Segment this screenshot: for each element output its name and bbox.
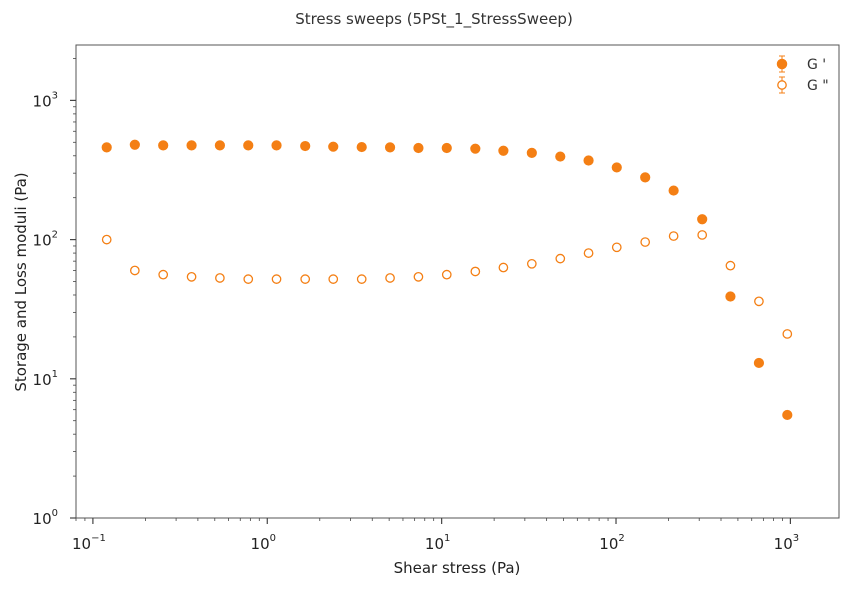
storage-modulus-point (356, 141, 367, 153)
x-tick-label-exponent: 0 (270, 533, 276, 544)
loss-modulus-point (555, 253, 566, 264)
y-tick-label: 100 (33, 508, 58, 528)
loss-modulus-point (611, 242, 622, 253)
storage-modulus-point (782, 409, 793, 421)
x-axis: 10−1 100 101 102 103 (72, 518, 799, 553)
y-tick-label-exponent: 2 (52, 230, 58, 241)
legend-marker-filled (776, 58, 788, 70)
loss-modulus-point (470, 266, 481, 277)
storage-modulus-point (271, 140, 282, 151)
loss-modulus-point (101, 234, 112, 245)
storage-modulus-point (158, 140, 169, 151)
y-tick-label-exponent: 3 (52, 90, 58, 101)
y-tick-label: 101 (33, 369, 58, 389)
x-tick-label-base: 10 (251, 535, 270, 553)
x-tick-label-base: 10 (599, 535, 618, 553)
loss-modulus-point (668, 231, 679, 241)
storage-modulus-point (640, 172, 651, 183)
storage-modulus-point (753, 357, 765, 369)
storage-modulus-point (611, 162, 622, 173)
x-tick-label-base: 10 (774, 535, 793, 553)
legend-item: G ' (776, 55, 826, 73)
legend-label: G " (807, 78, 829, 94)
y-tick-label-base: 10 (33, 232, 52, 250)
x-tick-label-base: 10 (72, 535, 91, 553)
y-tick-label-exponent: 0 (52, 508, 58, 519)
loss-modulus-point (356, 274, 367, 284)
storage-modulus-point (328, 141, 339, 152)
loss-modulus-point (385, 273, 395, 283)
loss-modulus-point (441, 269, 452, 280)
loss-modulus-point (782, 329, 793, 339)
storage-modulus-point (101, 142, 112, 153)
loss-modulus-point (697, 230, 708, 240)
storage-modulus-point (526, 147, 537, 158)
loss-modulus-point (158, 269, 169, 280)
y-axis-title: Storage and Loss moduli (Pa) (12, 172, 30, 391)
chart-title: Stress sweeps (5PSt_1_StressSweep) (295, 10, 573, 29)
loss-modulus-point (271, 274, 282, 284)
legend-item: G " (777, 76, 829, 94)
x-tick-label: 102 (599, 533, 624, 553)
loss-modulus-point (243, 274, 254, 284)
legend: G ' G " (776, 55, 829, 94)
series-storage-modulus (101, 139, 793, 421)
y-tick-label: 103 (33, 90, 58, 110)
storage-modulus-point (413, 142, 424, 154)
storage-modulus-point (725, 291, 736, 302)
storage-modulus-point (470, 143, 481, 154)
storage-modulus-point (697, 214, 708, 225)
y-tick-label-base: 10 (33, 510, 52, 528)
loss-modulus-point (186, 271, 197, 282)
legend-label: G ' (807, 57, 826, 73)
loss-modulus-point (498, 262, 509, 273)
x-tick-label-base: 10 (425, 535, 444, 553)
storage-modulus-point (384, 142, 396, 153)
loss-modulus-point (583, 248, 594, 258)
loss-modulus-point (526, 258, 537, 269)
storage-modulus-point (214, 140, 225, 151)
x-tick-label-exponent: 2 (618, 533, 624, 544)
storage-modulus-point (555, 151, 566, 162)
loss-modulus-point (754, 296, 764, 307)
y-tick-label-base: 10 (33, 371, 52, 389)
storage-modulus-point (186, 140, 197, 151)
loss-modulus-point (328, 274, 339, 284)
loss-modulus-point (413, 271, 424, 282)
y-tick-label: 102 (33, 230, 58, 250)
x-tick-label: 10−1 (72, 533, 106, 553)
loss-modulus-point (725, 260, 736, 271)
y-tick-label-exponent: 1 (52, 369, 58, 380)
loss-modulus-point (129, 265, 140, 276)
storage-modulus-point (129, 139, 140, 150)
storage-modulus-point (300, 140, 311, 152)
storage-modulus-point (441, 142, 452, 154)
y-tick-label-base: 10 (33, 92, 52, 110)
x-tick-label: 100 (251, 533, 276, 553)
storage-modulus-point (498, 145, 509, 156)
x-tick-label-exponent: 3 (793, 533, 799, 544)
storage-modulus-point (583, 155, 594, 166)
loss-modulus-point (215, 273, 225, 283)
x-tick-label-exponent: −1 (91, 533, 106, 544)
legend-marker-open (777, 80, 787, 90)
storage-modulus-point (243, 140, 254, 151)
storage-modulus-point (668, 185, 679, 196)
x-tick-label-exponent: 1 (444, 533, 450, 544)
x-tick-label: 101 (425, 533, 450, 553)
x-axis-title: Shear stress (Pa) (394, 559, 521, 577)
series-layer (101, 139, 793, 421)
loss-modulus-point (640, 237, 651, 247)
series-loss-modulus (101, 230, 793, 339)
loss-modulus-point (300, 274, 311, 284)
x-tick-label: 103 (774, 533, 799, 553)
